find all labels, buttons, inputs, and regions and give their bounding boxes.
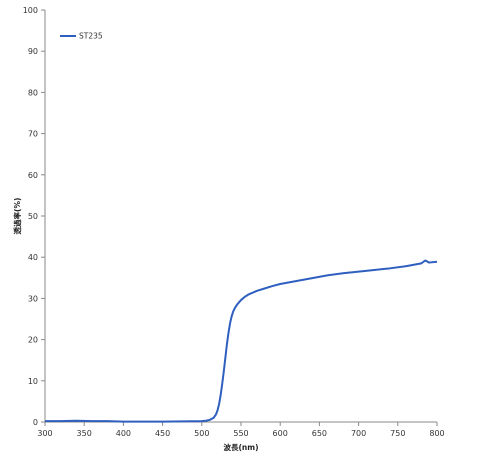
x-tick-label-750: 750: [390, 429, 405, 438]
y-tick-label-90: 90: [28, 47, 38, 56]
x-tick-label-700: 700: [351, 429, 366, 438]
y-axis-title: 透過率(%): [12, 198, 22, 235]
x-axis-ticks: 300 350 400 450 500 550 600 650 700 750 800: [37, 422, 445, 438]
y-tick-label-10: 10: [28, 377, 38, 386]
x-tick-label-550: 550: [233, 429, 248, 438]
x-tick-label-450: 450: [155, 429, 170, 438]
y-axis-ticks: 0 10 20 30 40 50 60 70 80 90 100: [23, 6, 45, 427]
x-tick-label-400: 400: [116, 429, 131, 438]
x-axis-title: 波長(nm): [223, 442, 258, 452]
y-tick-label-40: 40: [28, 253, 38, 262]
y-tick-label-50: 50: [28, 212, 38, 221]
legend: ST235: [60, 32, 103, 41]
x-tick-label-800: 800: [429, 429, 444, 438]
x-tick-label-300: 300: [37, 429, 52, 438]
y-tick-label-30: 30: [28, 294, 38, 303]
x-tick-label-500: 500: [194, 429, 209, 438]
y-tick-label-20: 20: [28, 336, 38, 345]
y-tick-label-60: 60: [28, 171, 38, 180]
x-tick-label-650: 650: [312, 429, 327, 438]
series-layer: [45, 259, 438, 423]
x-tick-label-350: 350: [77, 429, 92, 438]
series-line-st235: [45, 259, 438, 423]
y-tick-label-80: 80: [28, 88, 38, 97]
legend-label-st235: ST235: [79, 32, 103, 41]
y-tick-label-100: 100: [23, 6, 38, 15]
x-tick-label-600: 600: [273, 429, 288, 438]
y-tick-label-0: 0: [33, 418, 38, 427]
y-tick-label-70: 70: [28, 130, 38, 139]
